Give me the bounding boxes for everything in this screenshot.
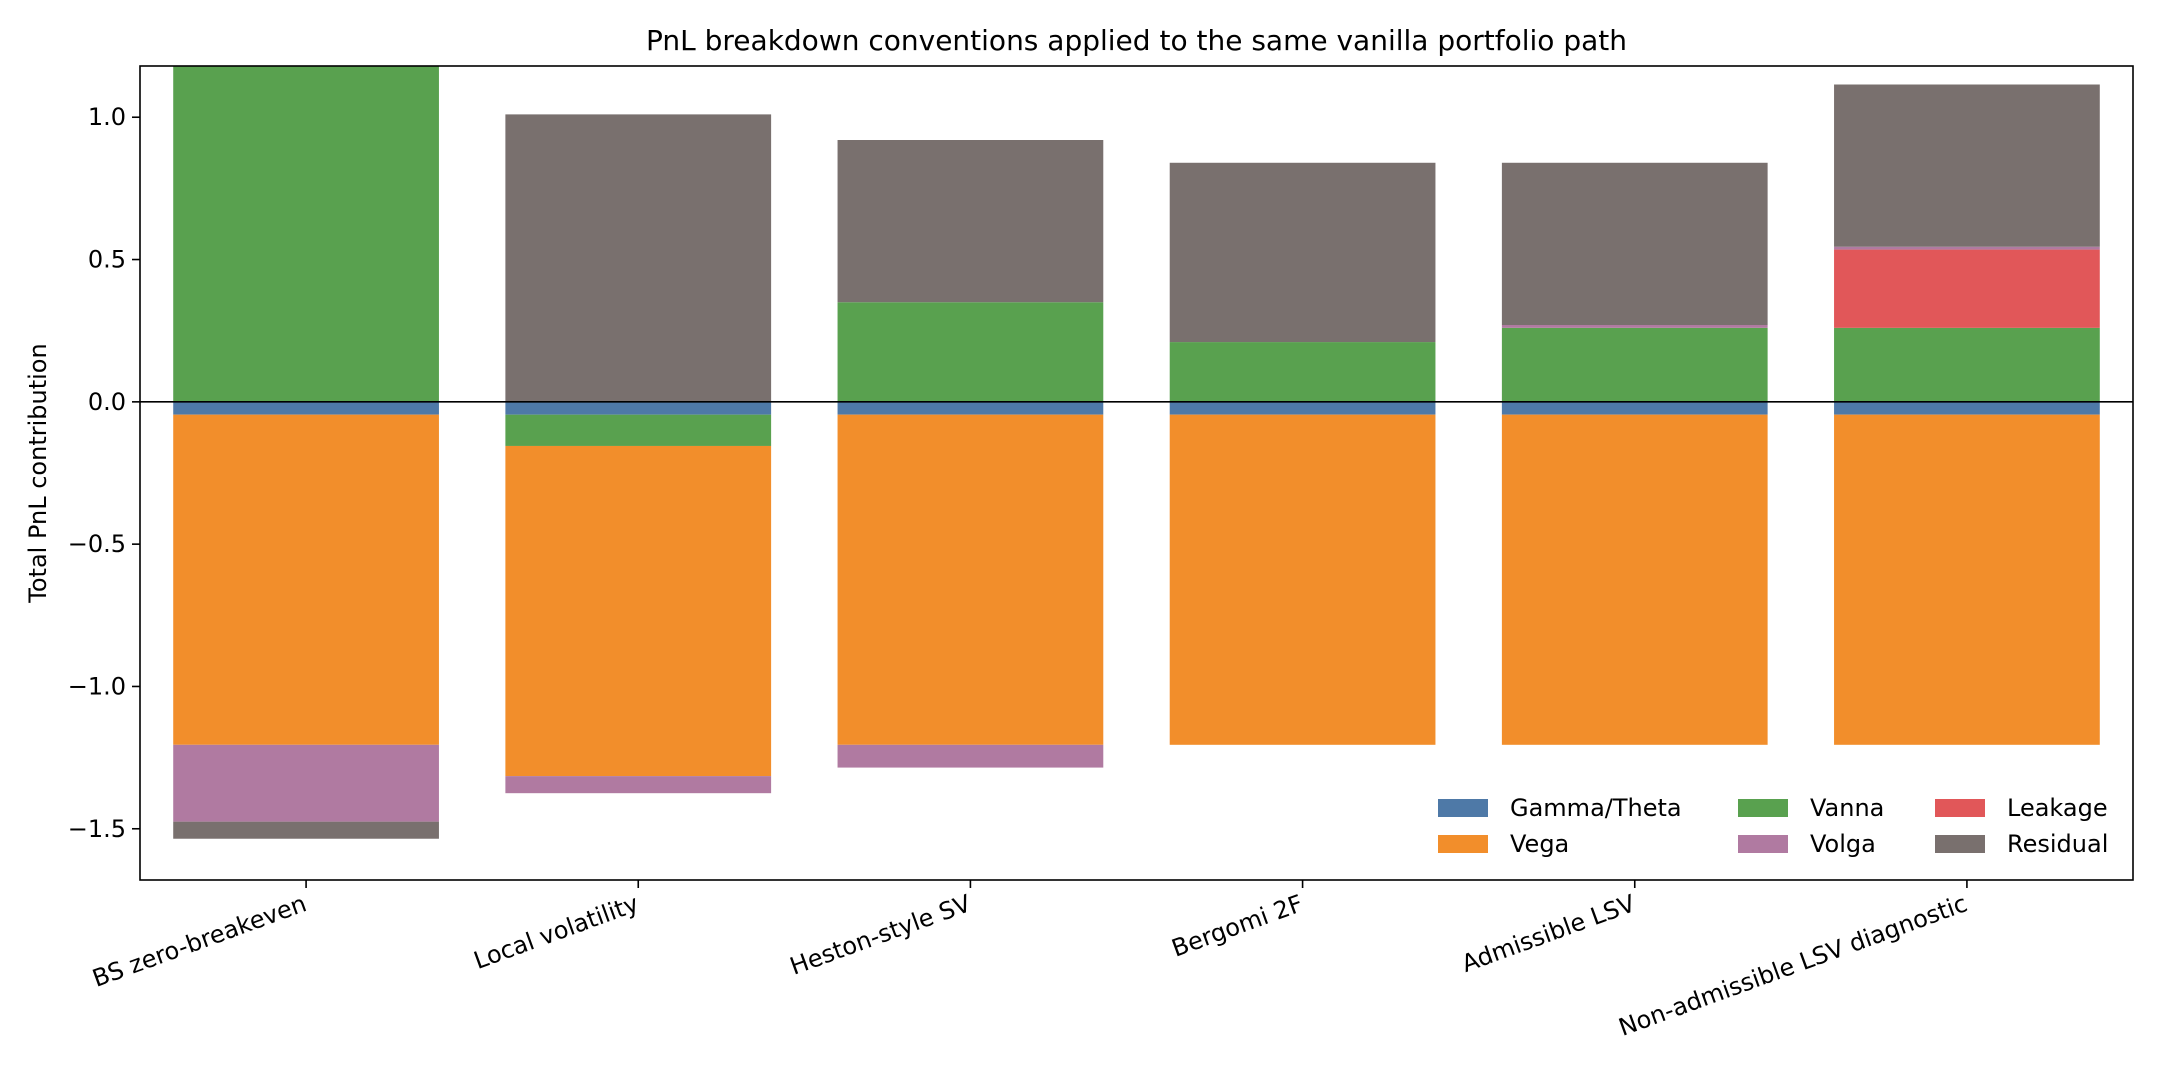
- bar-residual-local-volatility: [505, 114, 772, 402]
- legend-label-gamma-theta: Gamma/Theta: [1510, 794, 1682, 822]
- bar-residual-bs-zero-breakeven: [173, 821, 439, 839]
- y-tick-label: 0.5: [88, 246, 126, 274]
- legend-label-volga: Volga: [1810, 830, 1876, 858]
- bar-gamma-theta-non-admissible-lsv-diagnostic: [1834, 401, 2100, 415]
- bar-residual-heston-style-sv: [837, 140, 1104, 303]
- y-tick-label: 0.0: [88, 388, 126, 416]
- bar-vega-bs-zero-breakeven: [173, 414, 439, 745]
- bar-vanna-admissible-lsv: [1501, 327, 1768, 402]
- bars-group: [173, 66, 2100, 839]
- legend-label-residual: Residual: [2007, 830, 2108, 858]
- bar-gamma-theta-admissible-lsv: [1501, 401, 1768, 415]
- bar-residual-admissible-lsv: [1501, 162, 1768, 325]
- x-tick-label-non-admissible-lsv-diagnostic: Non-admissible LSV diagnostic: [1615, 889, 1971, 1041]
- bar-vanna-bergomi-2f: [1169, 342, 1436, 402]
- bar-vanna-bs-zero-breakeven: [173, 66, 439, 402]
- bar-leakage-non-admissible-lsv-diagnostic: [1834, 249, 2100, 328]
- x-tick-label-bs-zero-breakeven: BS zero-breakeven: [89, 889, 310, 992]
- bar-volga-admissible-lsv: [1501, 325, 1768, 328]
- y-axis: −1.5 −1.0 −0.5 0.0 0.5 1.0: [68, 103, 140, 843]
- bar-volga-local-volatility: [505, 776, 772, 794]
- x-tick-label-heston-style-sv: Heston-style SV: [786, 889, 975, 981]
- bar-volga-non-admissible-lsv-diagnostic: [1834, 246, 2100, 250]
- y-tick-label: −0.5: [68, 530, 126, 558]
- y-tick-label: −1.5: [68, 815, 126, 843]
- bar-vega-local-volatility: [505, 445, 772, 777]
- bar-vega-non-admissible-lsv-diagnostic: [1834, 414, 2100, 745]
- bar-gamma-theta-heston-style-sv: [837, 401, 1104, 415]
- bar-gamma-theta-bs-zero-breakeven: [173, 401, 439, 415]
- y-axis-label: Total PnL contribution: [24, 343, 52, 603]
- bar-gamma-theta-bergomi-2f: [1169, 401, 1436, 415]
- x-tick-label-admissible-lsv: Admissible LSV: [1458, 889, 1639, 978]
- bar-vanna-non-admissible-lsv-diagnostic: [1834, 327, 2100, 402]
- bar-vega-admissible-lsv: [1501, 414, 1768, 745]
- bar-volga-bs-zero-breakeven: [173, 744, 439, 822]
- x-axis: BS zero-breakeven Local volatility Heston-…: [89, 880, 1971, 1042]
- legend: Gamma/Theta Vega Vanna Volga Leakage Residual: [1438, 794, 2108, 858]
- bar-vega-heston-style-sv: [837, 414, 1104, 745]
- bar-gamma-theta-local-volatility: [505, 401, 772, 415]
- bar-vanna-local-volatility: [505, 414, 772, 446]
- x-tick-label-bergomi-2f: Bergomi 2F: [1168, 889, 1307, 962]
- legend-label-vanna: Vanna: [1810, 794, 1884, 822]
- bar-vega-bergomi-2f: [1169, 414, 1436, 745]
- bar-residual-bergomi-2f: [1169, 162, 1436, 343]
- bar-vanna-heston-style-sv: [837, 302, 1104, 402]
- legend-swatch-volga: [1738, 835, 1788, 853]
- legend-swatch-vanna: [1738, 799, 1788, 817]
- y-tick-label: 1.0: [88, 103, 126, 131]
- chart-title: PnL breakdown conventions applied to the…: [646, 24, 1627, 57]
- legend-swatch-vega: [1438, 835, 1488, 853]
- legend-label-leakage: Leakage: [2007, 794, 2108, 822]
- y-tick-label: −1.0: [68, 672, 126, 700]
- legend-swatch-leakage: [1935, 799, 1985, 817]
- legend-swatch-gamma-theta: [1438, 799, 1488, 817]
- bar-volga-heston-style-sv: [837, 744, 1104, 768]
- legend-swatch-residual: [1935, 835, 1985, 853]
- bar-residual-non-admissible-lsv-diagnostic: [1834, 84, 2100, 247]
- x-tick-label-local-volatility: Local volatility: [470, 889, 642, 975]
- legend-label-vega: Vega: [1510, 830, 1569, 858]
- plot-frame: [139, 65, 2134, 881]
